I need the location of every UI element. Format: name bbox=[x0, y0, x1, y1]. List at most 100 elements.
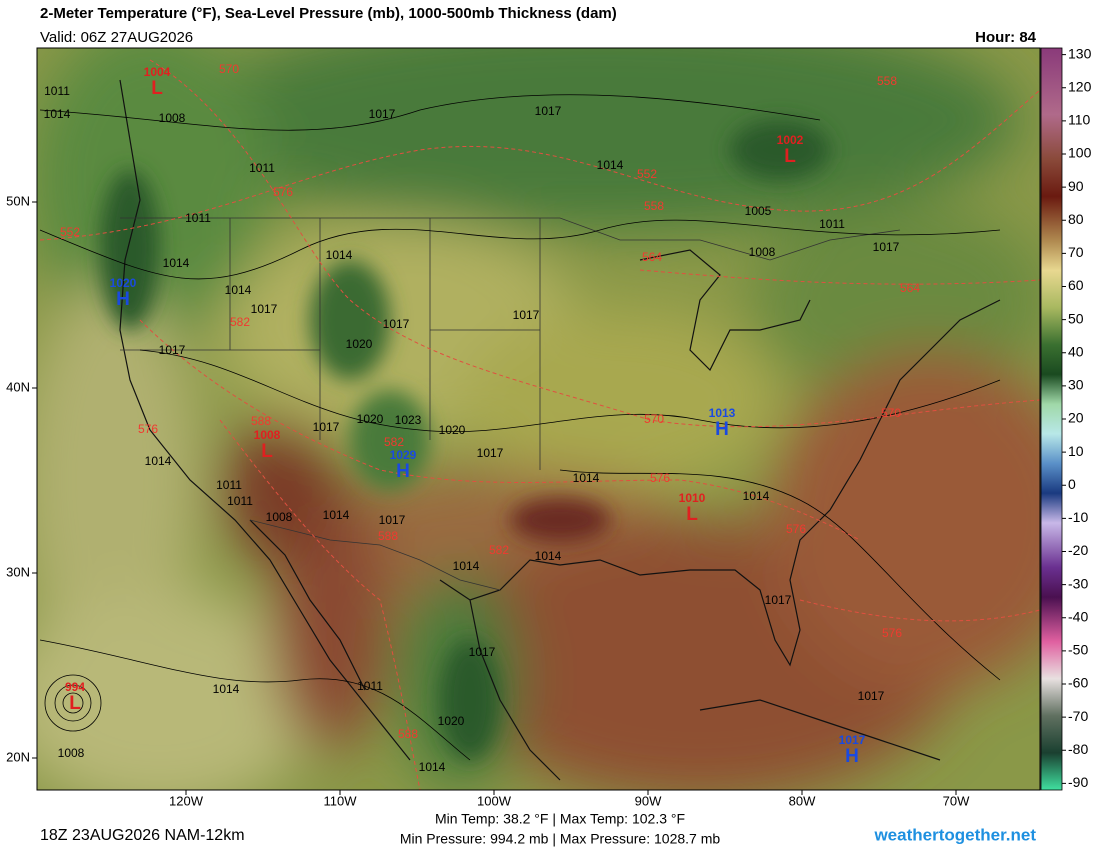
center-pressure: 1002 bbox=[777, 133, 804, 147]
lon-label: 70W bbox=[943, 793, 970, 808]
lon-label: 80W bbox=[789, 793, 816, 808]
center-letter: L bbox=[686, 504, 698, 525]
colorbar-tick-label: 0 bbox=[1068, 476, 1076, 492]
center-letter: L bbox=[261, 441, 273, 462]
thickness-label: 552 bbox=[637, 167, 657, 181]
lat-label: 40N bbox=[6, 379, 30, 394]
thickness-label: 576 bbox=[273, 185, 293, 199]
isobar-label: 1008 bbox=[58, 746, 85, 760]
thickness-label: 588 bbox=[378, 529, 398, 543]
thickness-label: 564 bbox=[642, 250, 662, 264]
colorbar-tick-label: 60 bbox=[1068, 277, 1084, 293]
isobars bbox=[39, 94, 1001, 761]
forecast-hour: Hour: 84 bbox=[975, 29, 1037, 46]
thickness-label: 552 bbox=[60, 225, 80, 239]
colorbar-tick-label: 100 bbox=[1068, 145, 1092, 161]
isobar-label: 1014 bbox=[225, 283, 252, 297]
thickness-label: 582 bbox=[489, 543, 509, 557]
isobar-label: 1008 bbox=[159, 111, 186, 125]
isobar-label: 1017 bbox=[313, 420, 340, 434]
thickness-label: 588 bbox=[251, 414, 271, 428]
colorbar-tick-label: -90 bbox=[1068, 774, 1088, 790]
temp-range: Min Temp: 38.2 °F | Max Temp: 102.3 °F bbox=[435, 811, 685, 827]
isobar-label: 1017 bbox=[858, 689, 885, 703]
isobar-label: 1017 bbox=[379, 513, 406, 527]
isobar-label: 1017 bbox=[513, 308, 540, 322]
lat-label: 50N bbox=[6, 193, 30, 208]
colorbar bbox=[1040, 47, 1063, 791]
isobar-label: 1011 bbox=[185, 211, 211, 225]
thickness-label: 558 bbox=[644, 199, 664, 213]
isobar-label: 1017 bbox=[477, 446, 504, 460]
colorbar-tick-label: -10 bbox=[1068, 509, 1088, 525]
isobar-label: 1014 bbox=[213, 682, 240, 696]
colorbar-tick-label: -50 bbox=[1068, 642, 1088, 658]
thickness-label: 570 bbox=[881, 406, 901, 420]
isobar-label: 1017 bbox=[873, 240, 900, 254]
colorbar-tick-label: 30 bbox=[1068, 377, 1084, 393]
isobar-label: 1017 bbox=[383, 317, 410, 331]
center-letter: L bbox=[69, 693, 81, 714]
map-frame bbox=[36, 47, 1041, 791]
center-pressure: 1004 bbox=[144, 65, 171, 79]
isobar-label: 1005 bbox=[745, 204, 772, 218]
isobar-label: 1017 bbox=[535, 104, 562, 118]
isobar-label: 1014 bbox=[573, 471, 600, 485]
center-pressure: 1008 bbox=[254, 428, 281, 442]
lat-label: 20N bbox=[6, 749, 30, 764]
map-field: 1020H1004L1002L1013H1029H1008L1010L1017H… bbox=[37, 48, 1040, 790]
thickness-label: 582 bbox=[230, 315, 250, 329]
colorbar-tick-label: 20 bbox=[1068, 410, 1084, 426]
colorbar-tick-label: -80 bbox=[1068, 741, 1088, 757]
isobar-label: 1011 bbox=[216, 478, 242, 492]
center-letter: H bbox=[845, 746, 859, 767]
colorbar-tick-label: -20 bbox=[1068, 542, 1088, 558]
thickness-label: 576 bbox=[138, 422, 158, 436]
lon-label: 110W bbox=[324, 793, 358, 808]
center-letter: H bbox=[396, 461, 410, 482]
lat-label: 30N bbox=[6, 564, 30, 579]
valid-time: Valid: 06Z 27AUG2026 bbox=[40, 29, 193, 46]
isobar-label: 1020 bbox=[439, 423, 466, 437]
center-pressure: 1029 bbox=[390, 448, 417, 462]
center-pressure: 1020 bbox=[110, 276, 137, 290]
isobar-label: 1011 bbox=[249, 161, 275, 175]
isobar-label: 1017 bbox=[765, 593, 792, 607]
thickness-label: 576 bbox=[786, 522, 806, 536]
lon-label: 100W bbox=[477, 793, 512, 808]
center-pressure: 994 bbox=[65, 680, 85, 694]
center-pressure: 1010 bbox=[679, 491, 706, 505]
colorbar-tick-label: 130 bbox=[1068, 45, 1092, 61]
isobar-label: 1017 bbox=[369, 107, 396, 121]
center-letter: L bbox=[784, 146, 796, 167]
isobar-label: 1014 bbox=[535, 549, 562, 563]
isobar-label: 1008 bbox=[266, 510, 293, 524]
isobar-label: 1014 bbox=[597, 158, 624, 172]
colorbar-tick-label: -40 bbox=[1068, 608, 1088, 624]
thickness-label: 558 bbox=[877, 74, 897, 88]
colorbar-tick-label: -70 bbox=[1068, 708, 1088, 724]
center-pressure: 1013 bbox=[709, 406, 736, 420]
colorbar-tick-label: 50 bbox=[1068, 310, 1084, 326]
colorbar-tick-label: 40 bbox=[1068, 343, 1084, 359]
isobar-label: 1020 bbox=[357, 412, 384, 426]
isobar-label: 1011 bbox=[357, 679, 383, 693]
isobar-label: 1014 bbox=[326, 248, 353, 262]
colorbar-tick-label: 80 bbox=[1068, 211, 1084, 227]
thickness-lines bbox=[39, 59, 1040, 790]
isobar-label: 1017 bbox=[159, 343, 186, 357]
thickness-label: 570 bbox=[219, 62, 239, 76]
site-credit: weathertogether.net bbox=[873, 825, 1036, 844]
center-pressure: 1017 bbox=[839, 733, 866, 747]
colorbar-tick-label: 120 bbox=[1068, 78, 1092, 94]
pressure-range: Min Pressure: 994.2 mb | Max Pressure: 1… bbox=[400, 831, 721, 847]
isobar-label: 1023 bbox=[395, 413, 422, 427]
isobar-label: 1014 bbox=[163, 256, 190, 270]
thickness-label: 576 bbox=[882, 626, 902, 640]
center-letter: L bbox=[151, 78, 163, 99]
thickness-label: 588 bbox=[398, 727, 418, 741]
isobar-label: 1014 bbox=[44, 107, 71, 121]
colorbar-tick-label: 90 bbox=[1068, 178, 1084, 194]
